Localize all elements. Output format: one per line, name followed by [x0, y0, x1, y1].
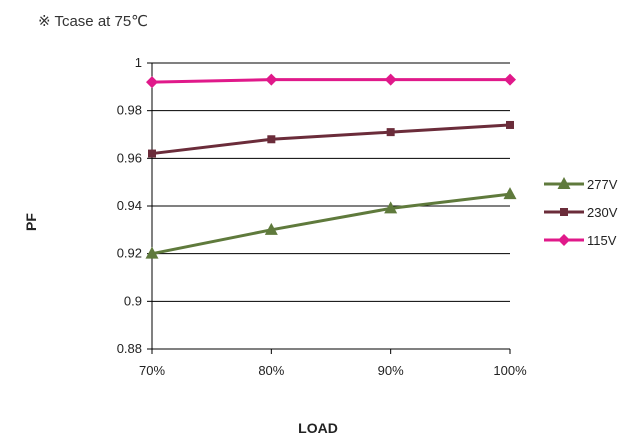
data-point-115v: [384, 73, 397, 86]
y-tick-label: 0.94: [117, 198, 142, 213]
data-point-277v: [384, 201, 398, 214]
legend-label-230v: 230V: [587, 205, 618, 220]
data-point-277v: [503, 187, 517, 200]
x-tick-label: 80%: [258, 363, 284, 378]
y-tick-label: 0.88: [117, 341, 142, 356]
y-tick-labels: 0.88 0.9 0.92 0.94 0.96 0.98 1: [117, 55, 142, 356]
y-axis-label: PF: [23, 213, 39, 231]
tcase-note: ※ Tcase at 75℃: [38, 13, 148, 30]
axes: [147, 62, 511, 354]
x-tick-label: 90%: [378, 363, 404, 378]
legend-marker-115v: [558, 234, 570, 246]
x-tick-label: 100%: [493, 363, 527, 378]
data-point-115v: [265, 73, 278, 86]
x-tick-label: 70%: [139, 363, 165, 378]
data-point-230v: [386, 128, 395, 137]
series-line-115v: [151, 78, 510, 84]
y-tick-label: 0.9: [124, 293, 142, 308]
data-point-277v: [145, 246, 159, 259]
series-lines: [145, 73, 517, 259]
legend-label-277v: 277V: [587, 177, 618, 192]
data-point-277v: [264, 222, 278, 235]
y-tick-label: 0.96: [117, 150, 142, 165]
x-tick-labels: 70% 80% 90% 100%: [139, 363, 527, 378]
data-point-115v: [504, 73, 516, 86]
data-point-230v: [267, 135, 276, 144]
legend: 277V 230V 115V: [544, 177, 618, 248]
series-line-230v: [151, 123, 511, 156]
legend-label-115v: 115V: [587, 233, 617, 248]
data-point-230v: [506, 120, 514, 129]
legend-marker-277v: [557, 177, 571, 189]
y-tick-label: 1: [135, 55, 142, 70]
legend-marker-230v: [560, 208, 568, 216]
y-tick-label: 0.92: [117, 246, 142, 261]
series-line-277v: [151, 192, 511, 256]
y-tick-label: 0.98: [117, 103, 142, 118]
gridlines: [152, 62, 510, 350]
x-axis-label: LOAD: [298, 420, 338, 436]
data-point-230v: [148, 149, 156, 158]
data-point-115v: [146, 76, 158, 89]
